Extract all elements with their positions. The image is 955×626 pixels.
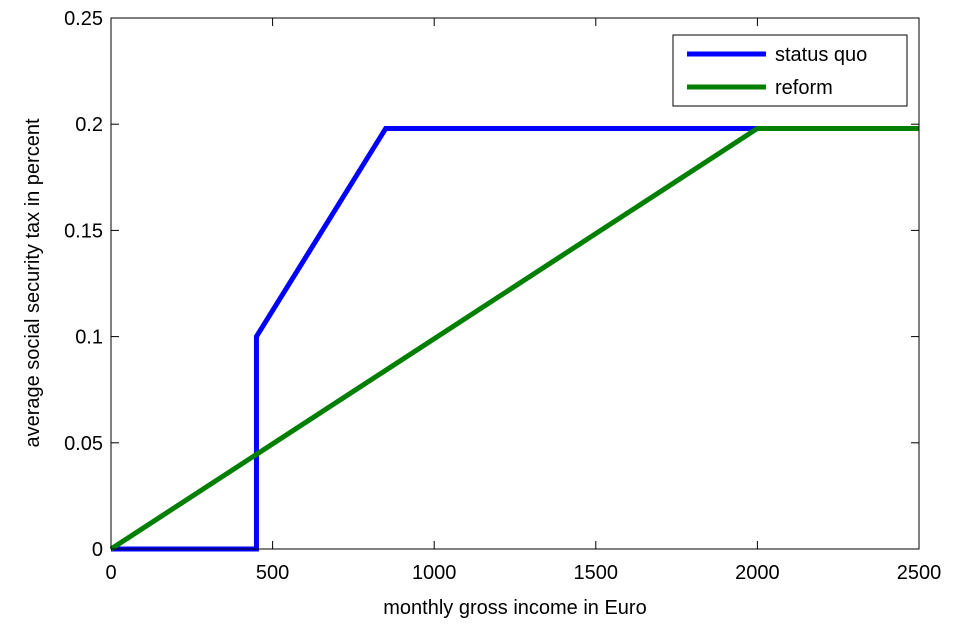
legend-label-reform: reform — [775, 77, 833, 99]
x-tick-label: 0 — [105, 562, 116, 584]
y-tick-label: 0.2 — [75, 114, 103, 136]
y-tick-label: 0 — [92, 539, 103, 561]
x-tick-label: 1000 — [412, 562, 457, 584]
series-line-reform — [109, 125, 919, 552]
y-tick-label: 0.25 — [64, 8, 103, 30]
x-tick-label: 2000 — [735, 562, 780, 584]
x-tick-labels: 0 500 1000 1500 2000 2500 — [105, 562, 941, 584]
x-tick-label: 1500 — [574, 562, 619, 584]
x-tick-label: 500 — [256, 562, 289, 584]
legend-label-status-quo: status quo — [775, 44, 867, 66]
x-tick-label: 2500 — [897, 562, 942, 584]
y-tick-label: 0.15 — [64, 220, 103, 242]
y-axis-label: average social security tax in percent — [22, 118, 44, 447]
plot-area-border — [110, 17, 920, 550]
legend: status quo reform — [672, 34, 908, 107]
x-axis-label: monthly gross income in Euro — [383, 597, 646, 619]
y-tick-label: 0.05 — [64, 433, 103, 455]
legend-box — [672, 34, 908, 107]
y-tick-labels: 0 0.05 0.1 0.15 0.2 0.25 — [64, 8, 103, 561]
y-tick-label: 0.1 — [75, 327, 103, 349]
